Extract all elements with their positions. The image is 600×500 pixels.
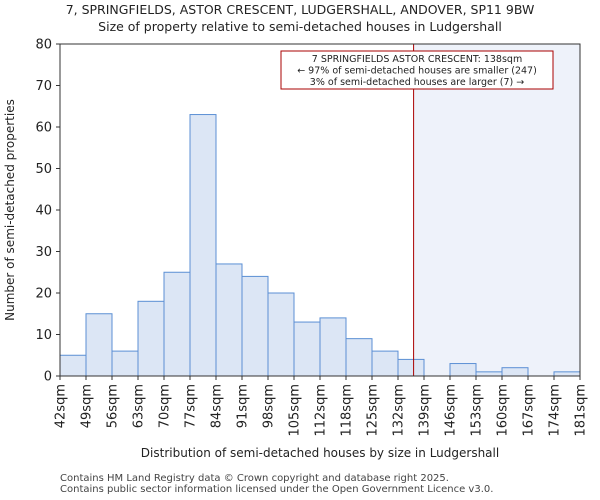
x-tick-label: 84sqm <box>210 384 225 428</box>
y-tick-label: 80 <box>35 38 52 53</box>
x-tick-label: 42sqm <box>54 384 69 428</box>
x-tick-label: 132sqm <box>392 384 407 437</box>
bar <box>293 321 321 377</box>
bar <box>501 367 529 377</box>
x-tick-label: 70sqm <box>158 384 173 428</box>
bar <box>241 275 269 377</box>
x-tick-label: 146sqm <box>444 384 459 437</box>
bar <box>319 317 347 377</box>
annotation-line-2: ← 97% of semi-detached houses are smalle… <box>297 66 537 77</box>
x-tick-label: 98sqm <box>262 384 277 428</box>
y-tick-label: 20 <box>35 287 52 302</box>
footer-line-1: Contains HM Land Registry data © Crown c… <box>60 473 449 484</box>
y-tick-label: 30 <box>35 245 52 260</box>
y-tick-label: 70 <box>35 79 52 94</box>
bar <box>215 263 243 377</box>
bar <box>59 354 87 377</box>
x-axis-label: Distribution of semi-detached houses by … <box>141 446 499 460</box>
x-tick-label: 112sqm <box>314 384 329 437</box>
bar <box>111 350 139 377</box>
bar <box>137 300 165 377</box>
x-tick-label: 125sqm <box>366 384 381 437</box>
x-tick-label: 167sqm <box>522 384 537 437</box>
bar <box>475 371 503 377</box>
bar <box>345 338 373 377</box>
x-tick-label: 77sqm <box>184 384 199 428</box>
larger-region-shade <box>413 44 580 376</box>
bar <box>553 371 581 377</box>
y-tick-label: 10 <box>35 328 52 343</box>
x-tick-label: 63sqm <box>132 384 147 428</box>
chart-title: 7, SPRINGFIELDS, ASTOR CRESCENT, LUDGERS… <box>66 2 535 17</box>
bar <box>85 313 113 377</box>
x-tick-label: 139sqm <box>418 384 433 437</box>
bar <box>163 271 191 377</box>
x-tick-label: 91sqm <box>236 384 251 428</box>
x-tick-label: 118sqm <box>340 384 355 437</box>
x-tick-label: 49sqm <box>80 384 95 428</box>
x-tick-label: 56sqm <box>106 384 121 428</box>
chart: 7, SPRINGFIELDS, ASTOR CRESCENT, LUDGERS… <box>3 2 589 460</box>
y-tick-label: 0 <box>44 370 52 385</box>
chart-subtitle: Size of property relative to semi-detach… <box>98 19 502 34</box>
y-tick-label: 50 <box>35 162 52 177</box>
annotation-line-3: 3% of semi-detached houses are larger (7… <box>310 77 524 88</box>
footer-line-2: Contains public sector information licen… <box>60 484 494 495</box>
bar <box>371 350 399 377</box>
bar <box>189 114 217 377</box>
x-tick-label: 181sqm <box>574 384 589 437</box>
plot-area: 0 10 20 30 40 50 60 70 80 42sqm 49sqm 56sqm 63sqm 70s… <box>35 38 588 437</box>
bar <box>397 358 425 377</box>
y-tick-label: 40 <box>35 204 52 219</box>
annotation-box <box>280 50 554 90</box>
x-tick-label: 160sqm <box>496 384 511 437</box>
y-axis-label: Number of semi-detached properties <box>3 99 17 321</box>
x-tick-label: 153sqm <box>470 384 485 437</box>
y-tick-label: 60 <box>35 121 52 136</box>
bar <box>267 292 295 377</box>
annotation-line-1: 7 SPRINGFIELDS ASTOR CRESCENT: 138sqm <box>312 54 522 65</box>
bar <box>449 363 477 377</box>
x-tick-label: 174sqm <box>548 384 563 437</box>
x-tick-label: 105sqm <box>288 384 303 437</box>
